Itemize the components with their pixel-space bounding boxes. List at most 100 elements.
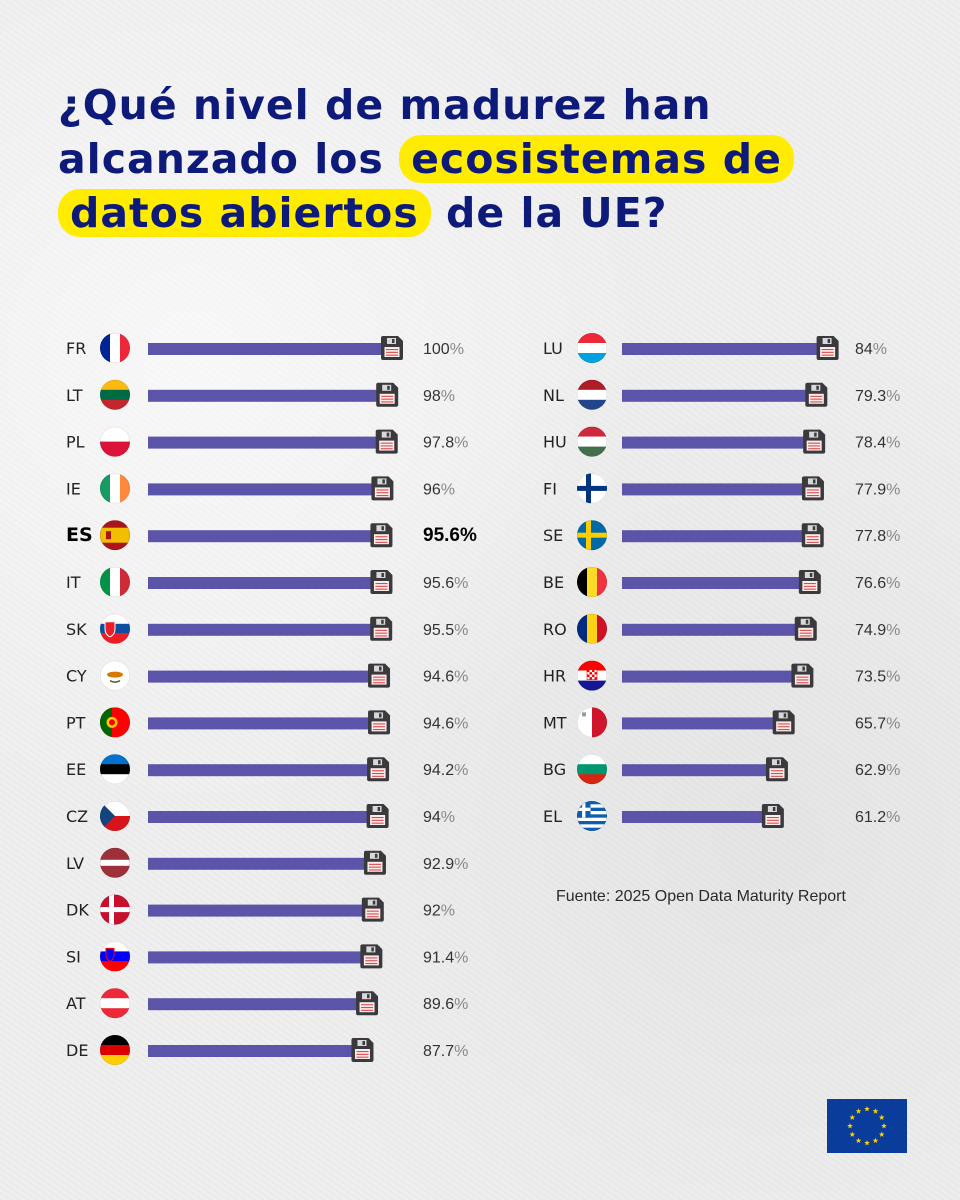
- country-code-label: RO: [543, 620, 567, 639]
- floppy-disk-icon: [360, 944, 383, 969]
- country-code-label: LU: [543, 339, 563, 358]
- bar-row-nl: NL 79.3%: [543, 379, 900, 410]
- bar-cy: [148, 670, 376, 683]
- country-code-label: NL: [543, 386, 564, 405]
- flag-mt-icon: [577, 707, 607, 738]
- bar-row-bg: BG 62.9%: [543, 754, 900, 785]
- floppy-disk-icon: [361, 897, 384, 922]
- flag-bg-icon: [577, 754, 607, 785]
- country-code-label: BE: [543, 573, 564, 592]
- title-part-1: ¿Qué nivel de madurez han alcanzado los: [58, 81, 712, 183]
- floppy-disk-icon: [772, 710, 795, 735]
- bar-bg: [622, 764, 773, 777]
- bar-row-fi: FI 77.9%: [543, 473, 900, 504]
- value-label: 91.4%: [423, 949, 468, 966]
- flag-hr-icon: [577, 660, 607, 691]
- bar-cz: [148, 811, 374, 823]
- flag-ie-icon: [100, 473, 130, 504]
- floppy-disk-icon: [791, 663, 814, 688]
- value-label: 98%: [423, 388, 455, 405]
- bar-row-ie: IE 96%: [66, 473, 455, 504]
- bar-sk: [148, 623, 378, 636]
- bar-row-el: EL 61.2%: [543, 800, 900, 831]
- floppy-disk-icon: [816, 336, 839, 360]
- bar-row-cy: CY 94.6%: [66, 660, 468, 691]
- floppy-disk-icon: [381, 336, 403, 360]
- country-code-label: EE: [66, 760, 86, 779]
- maturity-bar-chart: FR 100% LT 98% PL 97.8% IE 96% ES 95.6% IT 95.6% SK 9…: [66, 332, 900, 1065]
- bar-row-se: SE 77.8%: [543, 520, 900, 551]
- flag-hu-icon: [577, 426, 607, 457]
- flag-es-icon: [100, 520, 130, 551]
- bar-de: [148, 1045, 359, 1057]
- bar-row-si: SI 91.4%: [66, 941, 468, 972]
- bar-lt: [148, 389, 384, 402]
- value-label: 73.5%: [855, 669, 900, 686]
- value-label: 78.4%: [855, 435, 900, 452]
- floppy-disk-icon: [368, 663, 391, 688]
- value-label: 77.9%: [855, 481, 900, 498]
- bar-row-at: AT 89.6%: [66, 988, 468, 1019]
- value-label: 87.7%: [423, 1043, 468, 1060]
- country-code-label: BG: [543, 760, 566, 779]
- flag-pt-icon: [100, 707, 130, 738]
- value-label: 92%: [423, 903, 455, 920]
- bar-ie: [148, 483, 379, 496]
- flag-sk-icon: [100, 613, 130, 644]
- flag-cy-icon: [100, 660, 130, 691]
- bar-dk: [148, 904, 369, 917]
- flag-fr-icon: [100, 333, 130, 363]
- bar-row-cz: CZ 94%: [66, 800, 455, 831]
- value-label: 92.9%: [423, 856, 468, 873]
- bar-row-es: ES 95.6%: [66, 520, 477, 551]
- bar-hu: [622, 436, 811, 449]
- floppy-disk-icon: [375, 429, 398, 454]
- flag-lt-icon: [100, 379, 130, 410]
- value-label: 94.2%: [423, 762, 468, 779]
- flag-nl-icon: [577, 379, 607, 410]
- bar-lu: [622, 343, 824, 355]
- bar-row-hr: HR 73.5%: [543, 660, 900, 691]
- flag-dk-icon: [100, 894, 130, 925]
- floppy-disk-icon: [367, 757, 390, 782]
- country-code-label: IE: [66, 479, 81, 498]
- country-code-label: PL: [66, 433, 85, 452]
- bar-row-ee: EE 94.2%: [66, 754, 468, 785]
- page-title: ¿Qué nivel de madurez han alcanzado los …: [58, 78, 918, 240]
- country-code-label: FR: [66, 339, 86, 358]
- bar-el: [622, 811, 769, 823]
- floppy-disk-icon: [805, 382, 828, 407]
- floppy-disk-icon: [368, 710, 391, 735]
- value-label: 94.6%: [423, 715, 468, 732]
- floppy-disk-icon: [801, 476, 824, 501]
- value-label: 77.8%: [855, 528, 900, 545]
- country-code-label: EL: [543, 807, 562, 826]
- flag-se-icon: [577, 520, 607, 551]
- floppy-disk-icon: [801, 523, 824, 548]
- value-label: 100%: [423, 341, 464, 358]
- flag-it-icon: [100, 567, 130, 597]
- floppy-disk-icon: [351, 1038, 374, 1062]
- value-label: 62.9%: [855, 762, 900, 779]
- floppy-disk-icon: [363, 850, 386, 875]
- value-label: 76.6%: [855, 575, 900, 592]
- value-label: 84%: [855, 341, 887, 358]
- bar-fi: [622, 483, 809, 496]
- bar-mt: [622, 717, 780, 730]
- floppy-disk-icon: [761, 804, 784, 828]
- bar-fr: [148, 343, 388, 355]
- floppy-disk-icon: [803, 429, 826, 454]
- floppy-disk-icon: [356, 991, 379, 1016]
- bar-at: [148, 998, 364, 1011]
- country-code-label: ES: [66, 524, 93, 546]
- country-code-label: IT: [66, 573, 81, 592]
- bar-es: [148, 530, 378, 543]
- value-label: 95.5%: [423, 622, 468, 639]
- country-code-label: LV: [66, 854, 84, 873]
- flag-de-icon: [100, 1035, 130, 1065]
- bar-si: [148, 951, 368, 964]
- bar-it: [148, 577, 378, 589]
- value-label: 79.3%: [855, 388, 900, 405]
- country-code-label: SE: [543, 526, 563, 545]
- floppy-disk-icon: [371, 476, 394, 501]
